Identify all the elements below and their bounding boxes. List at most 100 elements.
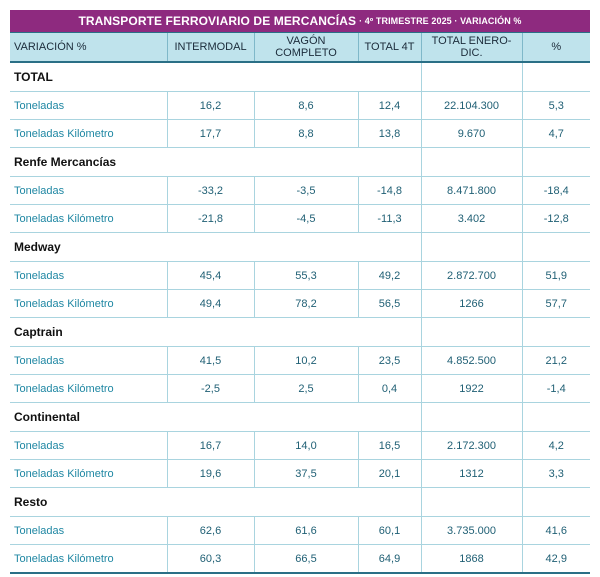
group-row: Continental xyxy=(10,402,590,432)
group-name: Renfe Mercancías xyxy=(10,147,167,177)
cell-total-4t: 23,5 xyxy=(357,346,421,375)
group-name: TOTAL xyxy=(10,62,167,92)
cell-total-enero-dic: 22.104.300 xyxy=(420,91,522,120)
group-empty-cell xyxy=(167,487,254,517)
group-empty-cell xyxy=(420,62,522,92)
group-empty-cell xyxy=(358,232,421,262)
cell-total-4t: 60,1 xyxy=(357,516,421,545)
cell-intermodal: 16,7 xyxy=(166,431,254,460)
cell-intermodal: 60,3 xyxy=(166,544,254,574)
cell-total-enero-dic: 3.402 xyxy=(420,204,522,233)
group-row: TOTAL xyxy=(10,62,590,92)
cell-intermodal: 17,7 xyxy=(166,119,254,148)
cell-percent: 51,9 xyxy=(521,261,590,290)
group-empty-cell xyxy=(521,147,590,177)
table-row: Toneladas Kilómetro -2,5 2,5 0,4 1922 -1,4 xyxy=(10,374,590,403)
table-row: Toneladas Kilómetro 60,3 66,5 64,9 1868 42,9 xyxy=(10,544,590,574)
cell-percent: 4,2 xyxy=(521,431,590,460)
row-label: Toneladas xyxy=(10,261,167,290)
table-subtitle: · 4º TRIMESTRE 2025 · VARIACIÓN % xyxy=(359,16,522,26)
table-title-bar: TRANSPORTE FERROVIARIO DE MERCANCÍAS · 4… xyxy=(10,10,590,32)
freight-table-card: TRANSPORTE FERROVIARIO DE MERCANCÍAS · 4… xyxy=(10,10,590,574)
cell-intermodal: 41,5 xyxy=(166,346,254,375)
cell-percent: -18,4 xyxy=(521,176,590,205)
col-header-vagon-completo: VAGÓN COMPLETO xyxy=(253,32,358,63)
cell-vagon-completo: 55,3 xyxy=(253,261,358,290)
cell-percent: 21,2 xyxy=(521,346,590,375)
table-row: Toneladas Kilómetro 49,4 78,2 56,5 1266 57,7 xyxy=(10,289,590,318)
cell-total-4t: -11,3 xyxy=(357,204,421,233)
group-empty-cell xyxy=(420,232,522,262)
group-row: Captrain xyxy=(10,317,590,347)
row-label: Toneladas Kilómetro xyxy=(10,544,167,574)
group-empty-cell xyxy=(358,147,421,177)
cell-total-enero-dic: 8.471.800 xyxy=(420,176,522,205)
cell-total-4t: 0,4 xyxy=(357,374,421,403)
cell-percent: -12,8 xyxy=(521,204,590,233)
cell-percent: -1,4 xyxy=(521,374,590,403)
group-name: Medway xyxy=(10,232,167,262)
cell-total-enero-dic: 1266 xyxy=(420,289,522,318)
cell-total-4t: 12,4 xyxy=(357,91,421,120)
group-empty-cell xyxy=(521,62,590,92)
cell-vagon-completo: 8,6 xyxy=(253,91,358,120)
group-row: Resto xyxy=(10,487,590,517)
group-row: Renfe Mercancías xyxy=(10,147,590,177)
row-label: Toneladas xyxy=(10,176,167,205)
table-row: Toneladas 41,5 10,2 23,5 4.852.500 21,2 xyxy=(10,346,590,375)
cell-total-4t: 16,5 xyxy=(357,431,421,460)
group-name: Resto xyxy=(10,487,167,517)
cell-vagon-completo: 61,6 xyxy=(253,516,358,545)
cell-intermodal: 62,6 xyxy=(166,516,254,545)
table-row: Toneladas 16,2 8,6 12,4 22.104.300 5,3 xyxy=(10,91,590,120)
group-empty-cell xyxy=(254,487,358,517)
cell-total-4t: 56,5 xyxy=(357,289,421,318)
cell-intermodal: 45,4 xyxy=(166,261,254,290)
cell-total-4t: 49,2 xyxy=(357,261,421,290)
table-row: Toneladas 16,7 14,0 16,5 2.172.300 4,2 xyxy=(10,431,590,460)
table-row: Toneladas Kilómetro 19,6 37,5 20,1 1312 3,3 xyxy=(10,459,590,488)
group-empty-cell xyxy=(358,402,421,432)
row-label: Toneladas Kilómetro xyxy=(10,289,167,318)
cell-percent: 3,3 xyxy=(521,459,590,488)
table-row: Toneladas 45,4 55,3 49,2 2.872.700 51,9 xyxy=(10,261,590,290)
cell-vagon-completo: 14,0 xyxy=(253,431,358,460)
row-label: Toneladas Kilómetro xyxy=(10,204,167,233)
group-empty-cell xyxy=(254,62,358,92)
row-label: Toneladas Kilómetro xyxy=(10,374,167,403)
cell-intermodal: 19,6 xyxy=(166,459,254,488)
header-row: VARIACIÓN % INTERMODAL VAGÓN COMPLETO TO… xyxy=(10,32,590,63)
group-empty-cell xyxy=(254,232,358,262)
cell-intermodal: -21,8 xyxy=(166,204,254,233)
group-empty-cell xyxy=(521,232,590,262)
cell-total-enero-dic: 2.872.700 xyxy=(420,261,522,290)
row-label: Toneladas xyxy=(10,91,167,120)
group-name: Continental xyxy=(10,402,167,432)
cell-total-4t: 13,8 xyxy=(357,119,421,148)
group-empty-cell xyxy=(167,317,254,347)
group-empty-cell xyxy=(420,317,522,347)
freight-table: VARIACIÓN % INTERMODAL VAGÓN COMPLETO TO… xyxy=(10,32,590,574)
cell-percent: 42,9 xyxy=(521,544,590,574)
cell-intermodal: 49,4 xyxy=(166,289,254,318)
table-title: TRANSPORTE FERROVIARIO DE MERCANCÍAS xyxy=(78,14,357,28)
cell-total-enero-dic: 2.172.300 xyxy=(420,431,522,460)
cell-intermodal: 16,2 xyxy=(166,91,254,120)
col-header-intermodal: INTERMODAL xyxy=(166,32,254,63)
group-empty-cell xyxy=(521,317,590,347)
group-name: Captrain xyxy=(10,317,167,347)
group-empty-cell xyxy=(254,147,358,177)
cell-vagon-completo: 10,2 xyxy=(253,346,358,375)
table-row: Toneladas 62,6 61,6 60,1 3.735.000 41,6 xyxy=(10,516,590,545)
table-body: TOTAL Toneladas 16,2 8,6 12,4 22.104.300 5,3 To… xyxy=(10,62,590,574)
col-header-variacion: VARIACIÓN % xyxy=(10,32,167,63)
group-empty-cell xyxy=(358,317,421,347)
cell-percent: 57,7 xyxy=(521,289,590,318)
cell-total-4t: -14,8 xyxy=(357,176,421,205)
group-empty-cell xyxy=(167,147,254,177)
cell-vagon-completo: 37,5 xyxy=(253,459,358,488)
cell-vagon-completo: 66,5 xyxy=(253,544,358,574)
group-empty-cell xyxy=(420,402,522,432)
row-label: Toneladas xyxy=(10,431,167,460)
group-empty-cell xyxy=(521,487,590,517)
